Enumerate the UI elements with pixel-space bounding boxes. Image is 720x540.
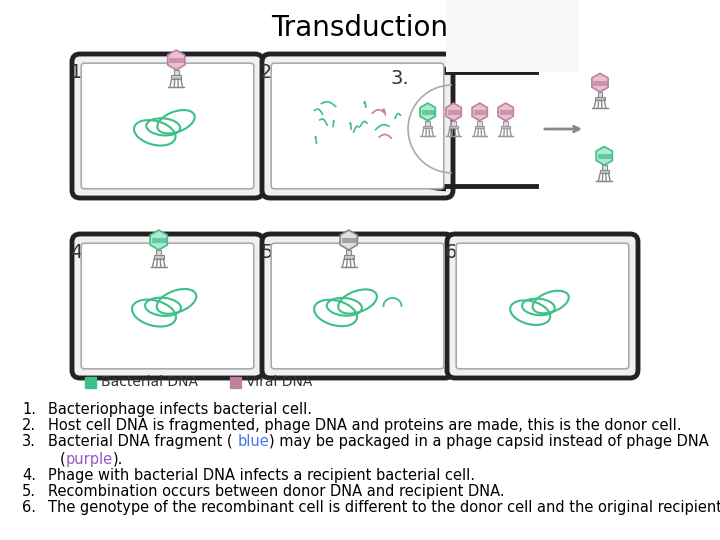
- Bar: [344, 255, 354, 259]
- Bar: [154, 255, 163, 259]
- Bar: [171, 75, 181, 78]
- FancyBboxPatch shape: [262, 234, 453, 378]
- Text: Host cell DNA is fragmented, phage DNA and proteins are made, this is the donor : Host cell DNA is fragmented, phage DNA a…: [48, 418, 682, 433]
- Text: 3.: 3.: [390, 69, 409, 87]
- Text: Phage with bacterial DNA infects a recipient bacterial cell.: Phage with bacterial DNA infects a recip…: [48, 468, 475, 483]
- Bar: [449, 125, 458, 129]
- FancyBboxPatch shape: [262, 54, 453, 198]
- Polygon shape: [340, 230, 357, 250]
- FancyBboxPatch shape: [447, 234, 638, 378]
- Text: 4.: 4.: [70, 242, 89, 261]
- Bar: [475, 125, 484, 129]
- Bar: [451, 121, 456, 125]
- FancyBboxPatch shape: [456, 243, 629, 369]
- FancyBboxPatch shape: [72, 234, 263, 378]
- Text: Viral DNA: Viral DNA: [246, 375, 312, 389]
- Polygon shape: [592, 73, 608, 92]
- Polygon shape: [168, 50, 185, 70]
- Polygon shape: [472, 103, 487, 121]
- Text: 3.: 3.: [390, 69, 409, 87]
- Polygon shape: [150, 230, 167, 250]
- Polygon shape: [420, 103, 436, 121]
- Text: purple: purple: [66, 452, 113, 467]
- Polygon shape: [596, 146, 613, 165]
- Polygon shape: [498, 103, 513, 121]
- FancyBboxPatch shape: [81, 63, 254, 189]
- Text: 5.: 5.: [22, 484, 36, 499]
- Text: 1.: 1.: [70, 63, 89, 82]
- FancyBboxPatch shape: [271, 63, 444, 189]
- FancyBboxPatch shape: [81, 243, 254, 369]
- Bar: [600, 170, 609, 173]
- Text: 6.: 6.: [22, 500, 36, 515]
- Text: Bacteriophage infects bacterial cell.: Bacteriophage infects bacterial cell.: [48, 402, 312, 417]
- Bar: [477, 121, 482, 125]
- Text: 2.: 2.: [260, 63, 279, 82]
- Bar: [174, 70, 179, 75]
- Text: Recombination occurs between donor DNA and recipient DNA.: Recombination occurs between donor DNA a…: [48, 484, 505, 499]
- FancyBboxPatch shape: [72, 54, 263, 198]
- Text: Bacterial DNA fragment (: Bacterial DNA fragment (: [48, 434, 238, 449]
- FancyBboxPatch shape: [271, 243, 444, 369]
- Text: (: (: [60, 452, 66, 467]
- Bar: [503, 121, 508, 125]
- Bar: [423, 125, 432, 129]
- Text: 3.: 3.: [22, 434, 36, 449]
- Bar: [602, 165, 607, 170]
- Text: 1.: 1.: [22, 402, 36, 417]
- Text: 6.: 6.: [445, 242, 464, 261]
- Text: blue: blue: [238, 434, 269, 449]
- Bar: [85, 376, 96, 388]
- FancyBboxPatch shape: [446, 0, 580, 72]
- Bar: [156, 250, 161, 255]
- Bar: [426, 121, 430, 125]
- Polygon shape: [446, 103, 462, 121]
- Bar: [230, 376, 241, 388]
- Bar: [595, 97, 605, 100]
- Text: 2.: 2.: [22, 418, 36, 433]
- Text: Bacterial DNA: Bacterial DNA: [101, 375, 198, 389]
- Text: 4.: 4.: [22, 468, 36, 483]
- Text: ).: ).: [113, 452, 123, 467]
- Bar: [346, 250, 351, 255]
- Text: Transduction: Transduction: [271, 14, 449, 42]
- Text: The genotype of the recombinant cell is different to the donor cell and the orig: The genotype of the recombinant cell is …: [48, 500, 720, 515]
- Bar: [501, 125, 510, 129]
- Text: 5.: 5.: [260, 242, 279, 261]
- Text: ) may be packaged in a phage capsid instead of phage DNA: ) may be packaged in a phage capsid inst…: [269, 434, 708, 449]
- Bar: [598, 92, 603, 97]
